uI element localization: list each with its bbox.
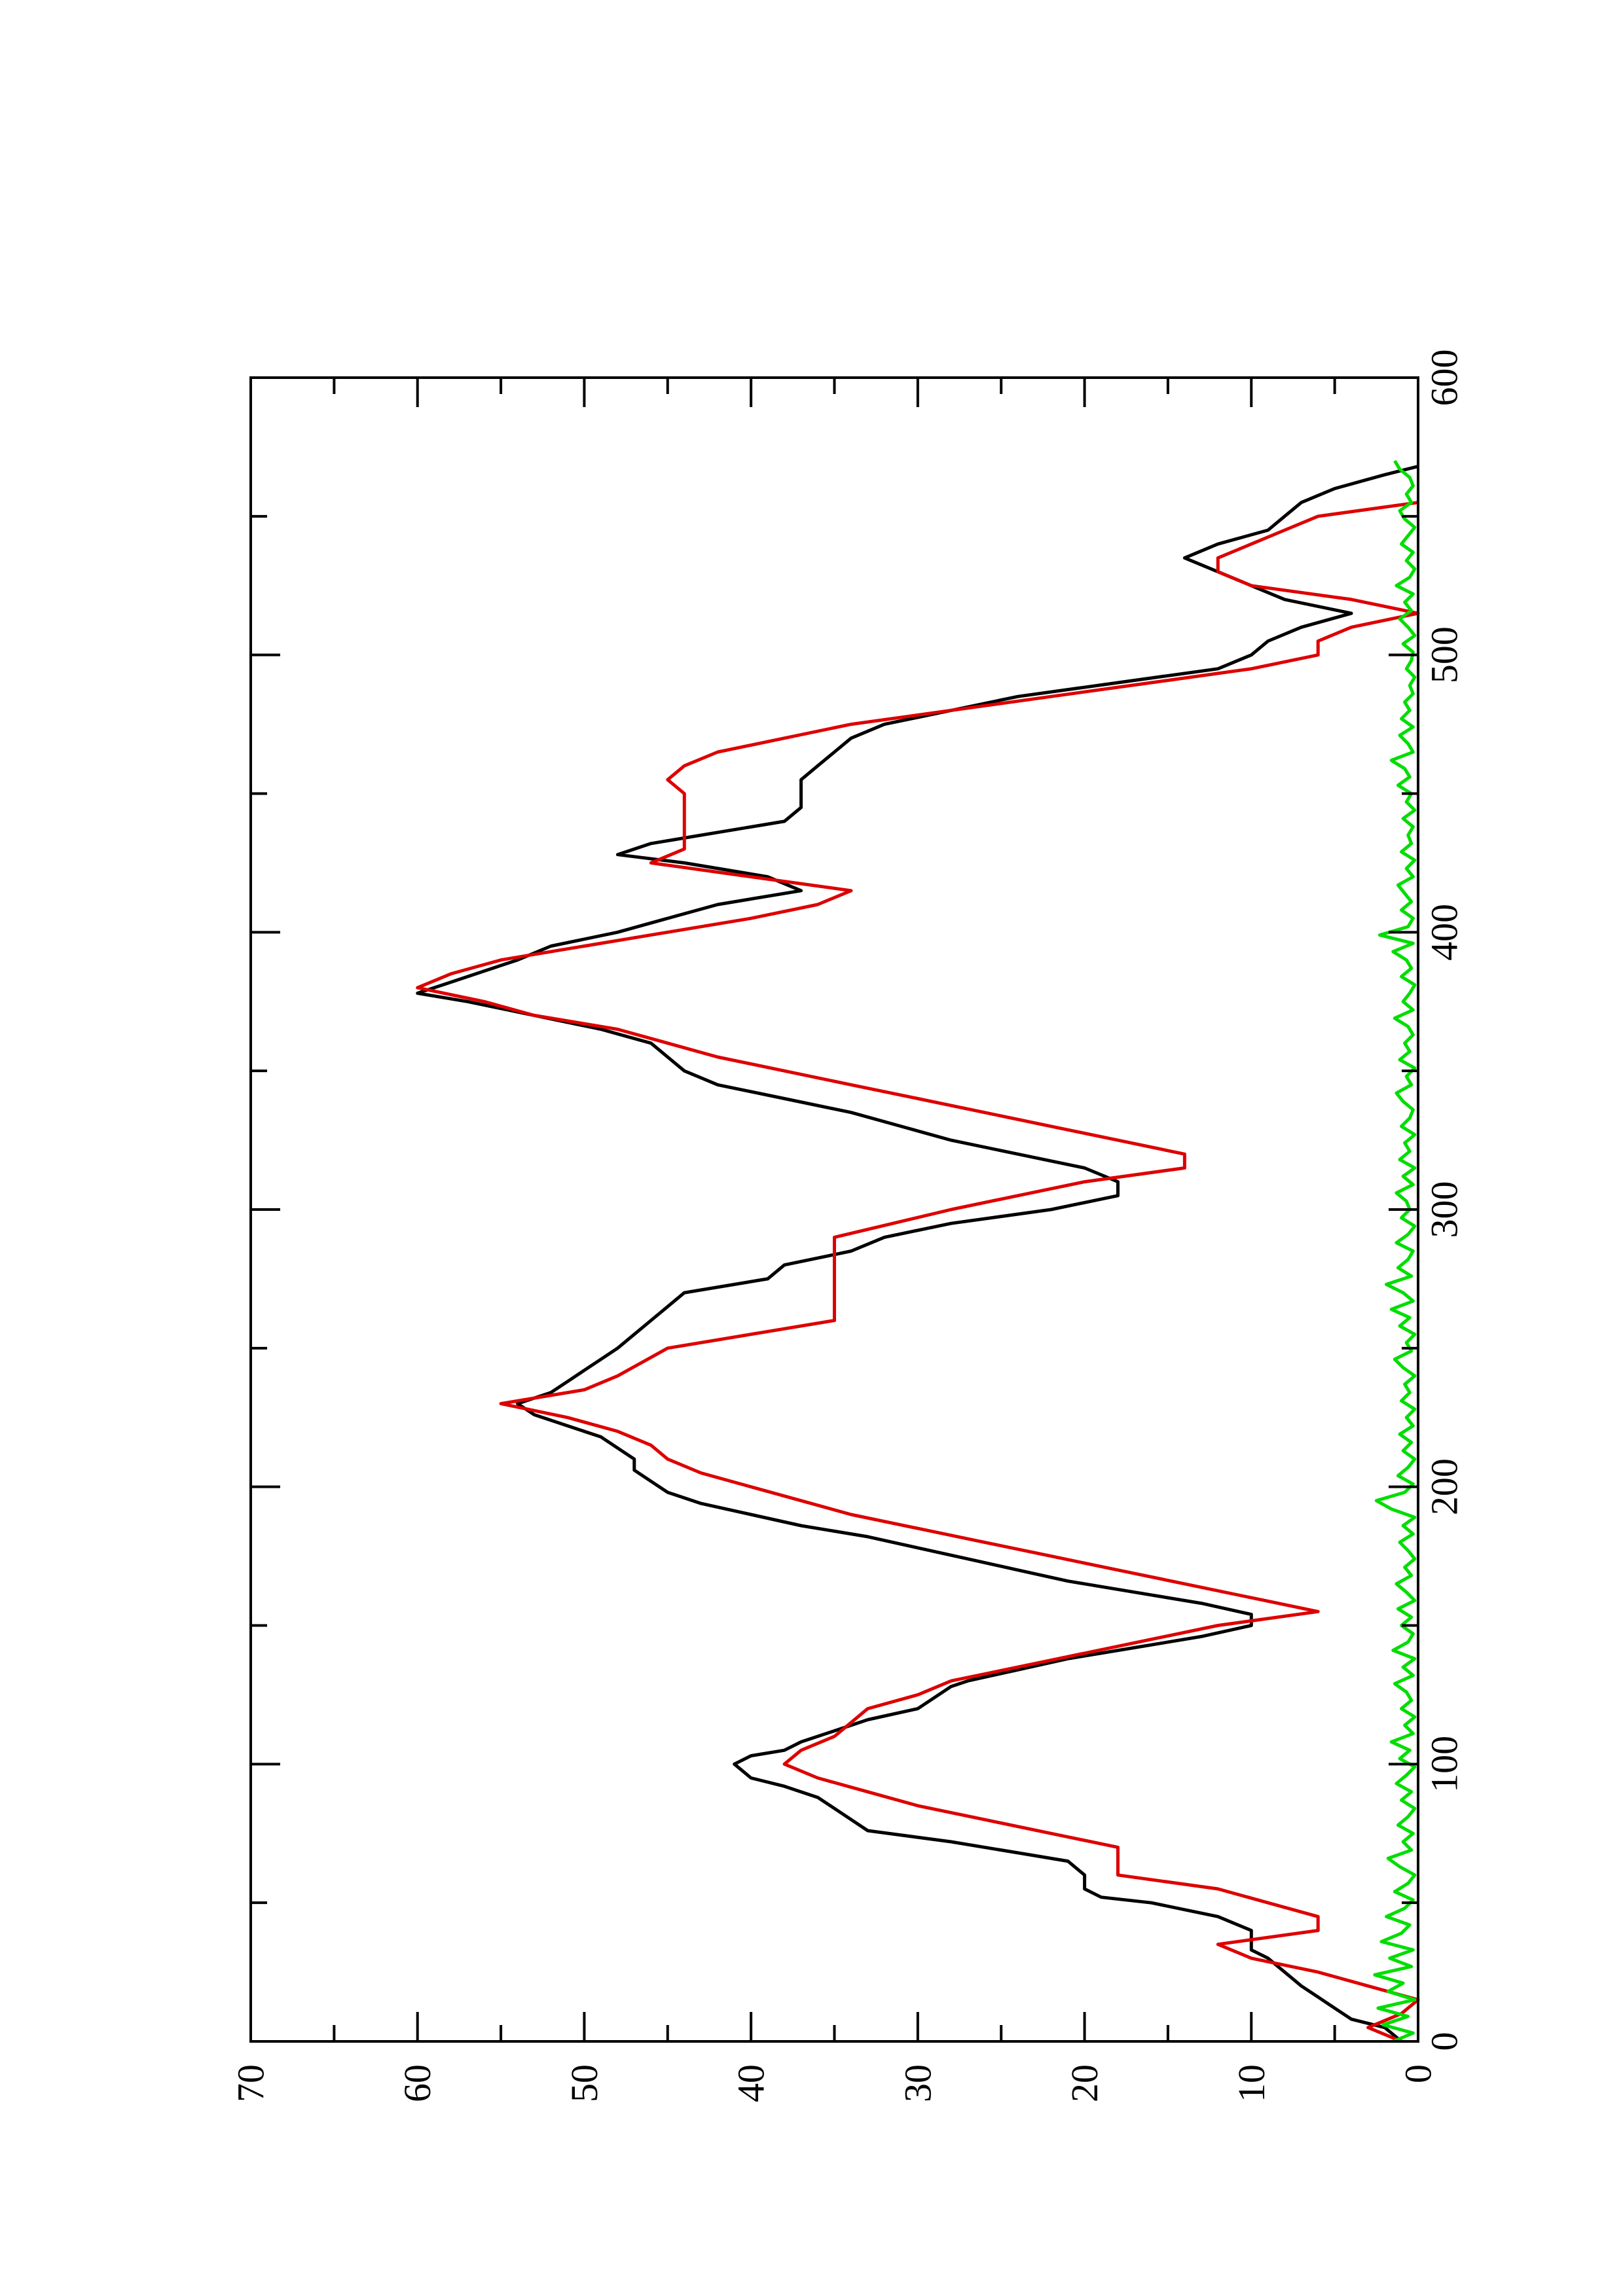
series-line-1 bbox=[416, 465, 1419, 2043]
y-tick-label: 30 bbox=[896, 2064, 939, 2102]
series-line-2 bbox=[416, 501, 1420, 2043]
y-tick-label: 50 bbox=[563, 2064, 606, 2102]
y-tick-label: 20 bbox=[1063, 2064, 1106, 2102]
y-tick-label: 40 bbox=[730, 2064, 773, 2102]
x-tick-label: 0 bbox=[1423, 2032, 1466, 2051]
series-layer bbox=[416, 459, 1420, 2043]
series-line-3 bbox=[1373, 459, 1417, 2043]
y-tick-label: 70 bbox=[230, 2064, 272, 2102]
y-tick-label: 60 bbox=[396, 2064, 439, 2102]
tick-label-layer: 0 100 200 300 400 500 600 0 10 20 30 40 50 60 70 bbox=[230, 350, 1466, 2103]
x-tick-label: 500 bbox=[1423, 626, 1466, 683]
y-tick-label: 10 bbox=[1230, 2064, 1273, 2102]
x-tick-label: 300 bbox=[1423, 1181, 1466, 1238]
tick-layer bbox=[249, 376, 1419, 2043]
y-tick-label: 0 bbox=[1397, 2064, 1440, 2083]
x-tick-label: 200 bbox=[1423, 1458, 1466, 1515]
x-tick-label: 100 bbox=[1423, 1736, 1466, 1793]
x-tick-label: 600 bbox=[1423, 350, 1466, 406]
x-tick-label: 400 bbox=[1423, 904, 1466, 961]
